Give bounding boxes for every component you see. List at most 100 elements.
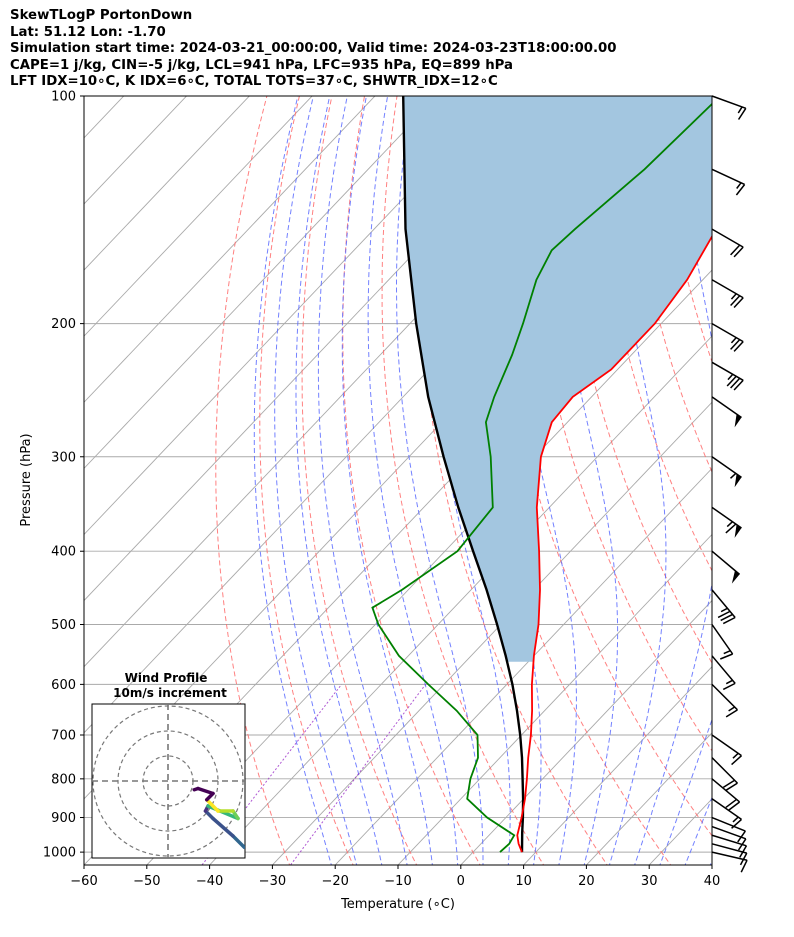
hodograph-subtitle: 10m/s increment bbox=[113, 686, 227, 700]
x-tick-label: 10 bbox=[515, 874, 532, 889]
wind-barb bbox=[711, 168, 746, 196]
moist-adiabat bbox=[550, 96, 619, 865]
wind-barb bbox=[711, 396, 742, 428]
isotherm-line bbox=[397, 533, 712, 865]
wind-barb bbox=[711, 834, 748, 858]
mixing-ratio-line bbox=[289, 684, 426, 865]
moist-adiabat bbox=[341, 96, 433, 865]
moist-adiabat bbox=[295, 96, 383, 865]
y-axis-label: Pressure (hPa) bbox=[19, 433, 34, 526]
isotherm-line bbox=[84, 96, 376, 403]
wind-barb bbox=[711, 816, 746, 843]
x-tick-label: −50 bbox=[133, 874, 160, 889]
hodograph-segment bbox=[203, 809, 215, 821]
chart-header: SkewTLogP PortonDown Lat: 51.12 Lon: -1.… bbox=[10, 8, 617, 91]
isotherm-line bbox=[84, 96, 313, 337]
stability-indices: CAPE=1 j/kg, CIN=-5 j/kg, LCL=941 hPa, L… bbox=[10, 57, 514, 73]
moist-adiabat bbox=[503, 96, 577, 865]
y-tick-label: 600 bbox=[51, 678, 76, 693]
x-axis-label: Temperature (∘C) bbox=[340, 897, 455, 912]
moist-adiabat bbox=[734, 79, 794, 868]
dry-adiabat bbox=[381, 96, 545, 865]
wind-barb bbox=[711, 798, 742, 829]
hodograph-segment bbox=[192, 786, 200, 792]
x-tick-label: 0 bbox=[457, 874, 465, 889]
wind-barb bbox=[711, 322, 744, 352]
hodograph-segment bbox=[205, 798, 220, 813]
y-tick-label: 1000 bbox=[43, 846, 76, 861]
x-tick-label: −20 bbox=[321, 874, 348, 889]
dry-adiabat bbox=[259, 96, 354, 865]
wind-barb bbox=[711, 95, 747, 120]
wind-barb bbox=[711, 361, 744, 391]
x-tick-label: −30 bbox=[259, 874, 286, 889]
temperature-line bbox=[516, 234, 712, 853]
wind-barb bbox=[711, 825, 747, 851]
y-tick-label: 700 bbox=[51, 728, 76, 743]
isotherm-line bbox=[460, 599, 712, 865]
isotherm-line bbox=[84, 96, 502, 536]
moist-adiabat bbox=[274, 96, 358, 865]
dry-adiabat bbox=[720, 79, 794, 868]
moist-adiabat bbox=[605, 96, 667, 865]
location-label: Lat: 51.12 Lon: -1.70 bbox=[10, 24, 166, 40]
hodograph-title: Wind Profile bbox=[125, 671, 208, 685]
wind-barb bbox=[711, 506, 742, 538]
hodograph-segment bbox=[196, 786, 215, 796]
moist-adiabat bbox=[684, 796, 712, 865]
isotherm-line bbox=[334, 467, 712, 865]
y-tick-label: 900 bbox=[51, 811, 76, 826]
isotherm-line bbox=[585, 732, 712, 865]
wind-barb bbox=[711, 683, 738, 718]
hodograph-segment bbox=[231, 834, 245, 849]
wind-barb bbox=[711, 279, 744, 309]
isotherm-line bbox=[522, 666, 712, 865]
hodograph-segment bbox=[211, 816, 235, 838]
wind-barb bbox=[711, 655, 736, 691]
moist-adiabat bbox=[367, 96, 459, 865]
wind-barb bbox=[711, 228, 744, 258]
x-tick-label: 30 bbox=[641, 874, 658, 889]
moist-adiabat bbox=[253, 96, 332, 865]
isotherm-line bbox=[84, 96, 439, 470]
dry-adiabat bbox=[456, 96, 672, 865]
x-tick-label: −60 bbox=[70, 874, 97, 889]
wind-barb bbox=[711, 589, 736, 625]
parcel-path-line bbox=[402, 96, 525, 853]
x-tick-label: −40 bbox=[196, 874, 223, 889]
moist-adiabat bbox=[709, 859, 712, 865]
wind-barb bbox=[711, 851, 748, 873]
wind-barb bbox=[711, 757, 738, 791]
wind-barb bbox=[711, 624, 734, 660]
dry-adiabat bbox=[342, 96, 481, 865]
x-tick-label: 20 bbox=[578, 874, 595, 889]
chart-title: SkewTLogP PortonDown bbox=[10, 8, 193, 23]
wind-barb bbox=[711, 843, 748, 866]
y-tick-label: 300 bbox=[51, 450, 76, 465]
dry-adiabat bbox=[419, 96, 608, 865]
wind-barb bbox=[711, 456, 742, 488]
wind-barb bbox=[711, 778, 741, 811]
y-tick-label: 500 bbox=[51, 618, 76, 633]
x-tick-label: −10 bbox=[384, 874, 411, 889]
isotherm-line bbox=[271, 401, 712, 865]
dewpoint-line bbox=[371, 102, 712, 853]
y-tick-label: 200 bbox=[51, 317, 76, 332]
dry-adiabat bbox=[624, 96, 712, 474]
isotherm-line bbox=[84, 96, 250, 271]
moist-adiabat bbox=[659, 718, 712, 865]
wind-barb bbox=[711, 550, 741, 584]
isotherm-line bbox=[208, 335, 712, 865]
dry-adiabat bbox=[559, 96, 712, 664]
dry-adiabat bbox=[215, 96, 291, 865]
wind-barb bbox=[711, 734, 742, 766]
dry-adiabat bbox=[301, 96, 418, 865]
convective-indices: LFT IDX=10∘C, K IDX=6∘C, TOTAL TOTS=37∘C… bbox=[10, 74, 498, 89]
time-label: Simulation start time: 2024-03-21_00:00:… bbox=[10, 41, 617, 56]
x-tick-label: 40 bbox=[704, 874, 721, 889]
dry-adiabat bbox=[784, 79, 794, 868]
moist-adiabat bbox=[396, 96, 484, 865]
isotherm-line bbox=[84, 96, 188, 205]
dry-adiabat bbox=[752, 79, 794, 868]
